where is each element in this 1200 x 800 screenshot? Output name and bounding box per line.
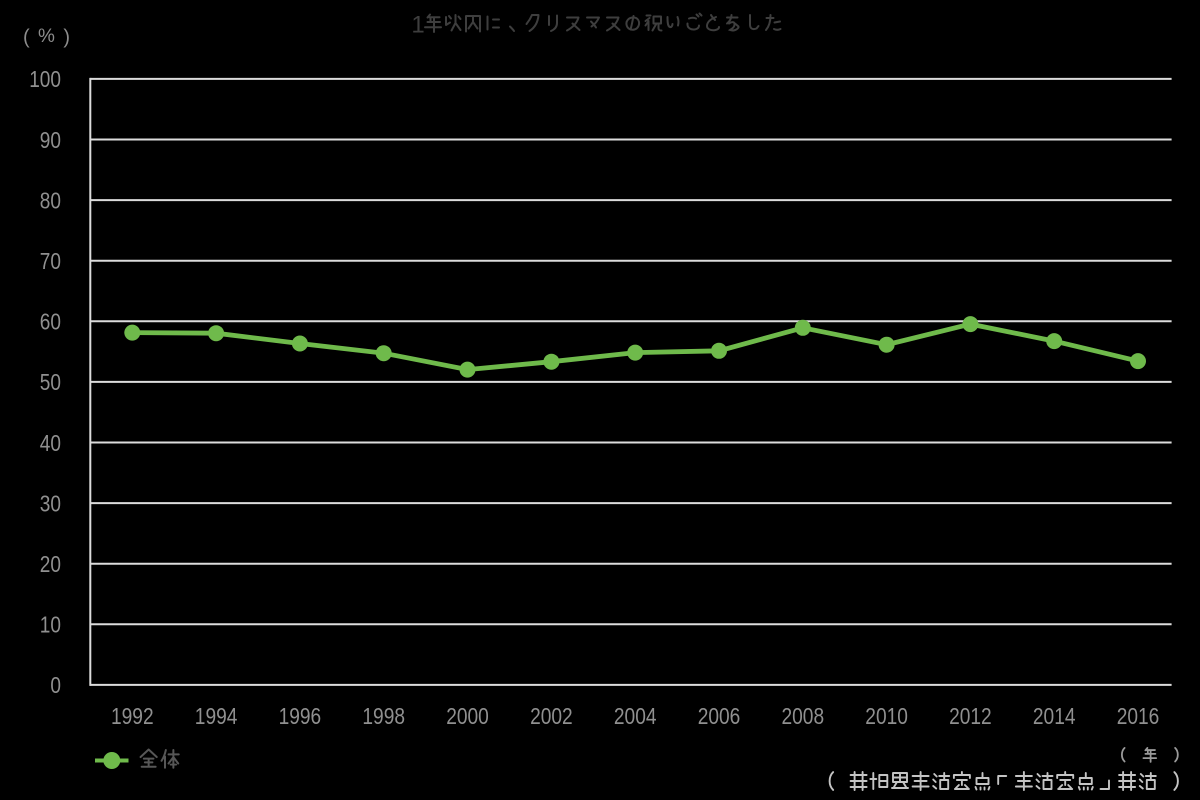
svg-text:100: 100 — [29, 66, 61, 92]
svg-text:0: 0 — [50, 672, 61, 698]
svg-text:1998: 1998 — [362, 703, 405, 729]
svg-text:2006: 2006 — [698, 703, 741, 729]
svg-text:60: 60 — [40, 309, 61, 335]
svg-text:10: 10 — [40, 612, 61, 638]
svg-text:50: 50 — [40, 369, 61, 395]
svg-text:1992: 1992 — [111, 703, 154, 729]
svg-text:40: 40 — [40, 430, 61, 456]
svg-text:2016: 2016 — [1117, 703, 1160, 729]
svg-text:): ) — [63, 27, 70, 49]
svg-text:2008: 2008 — [782, 703, 825, 729]
svg-text:2010: 2010 — [865, 703, 908, 729]
svg-text:2014: 2014 — [1033, 703, 1076, 729]
svg-text:80: 80 — [40, 187, 61, 213]
svg-text:1: 1 — [411, 12, 424, 39]
svg-text:70: 70 — [40, 248, 61, 274]
svg-text:(: ( — [23, 27, 30, 49]
svg-text:90: 90 — [40, 127, 61, 153]
svg-text:20: 20 — [40, 551, 61, 577]
svg-text:2012: 2012 — [949, 703, 992, 729]
svg-text:30: 30 — [40, 490, 61, 516]
svg-text:1994: 1994 — [195, 703, 238, 729]
svg-text:%: % — [38, 26, 55, 47]
svg-text:2002: 2002 — [530, 703, 573, 729]
svg-text:2004: 2004 — [614, 703, 657, 729]
svg-text:1996: 1996 — [279, 703, 322, 729]
svg-text:2000: 2000 — [446, 703, 489, 729]
